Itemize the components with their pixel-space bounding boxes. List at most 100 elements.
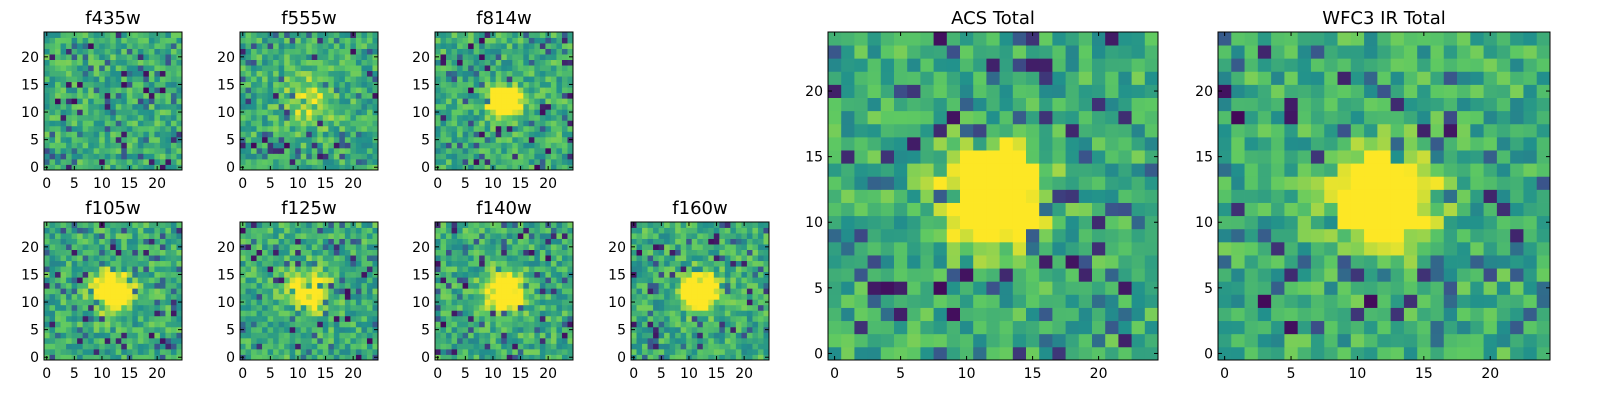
heatmap-cell <box>545 148 551 154</box>
heatmap-cell <box>973 229 987 243</box>
heatmap-cell <box>920 176 934 190</box>
heatmap-cell <box>463 327 469 333</box>
heatmap-cell <box>110 343 116 349</box>
heatmap-cell <box>457 76 463 82</box>
heatmap-cell <box>435 255 441 261</box>
heatmap-cell <box>551 104 557 110</box>
heatmap-cell <box>251 250 257 256</box>
heatmap-cell <box>350 120 356 126</box>
heatmap-cell <box>356 277 362 283</box>
heatmap-cell <box>501 98 507 104</box>
heatmap-cell <box>121 261 127 267</box>
heatmap-cell <box>251 87 257 93</box>
heatmap-cell <box>642 233 648 239</box>
heatmap-cell <box>279 305 285 311</box>
heatmap-cell <box>457 266 463 272</box>
heatmap-cell <box>441 266 447 272</box>
heatmap-cell <box>251 71 257 77</box>
heatmap-cell <box>681 305 687 311</box>
heatmap-cell <box>50 272 56 278</box>
heatmap-cell <box>127 305 133 311</box>
heatmap-cell <box>279 115 285 121</box>
heatmap-cell <box>127 159 133 165</box>
heatmap-cell <box>562 228 568 234</box>
heatmap-cell <box>83 272 89 278</box>
heatmap-cell <box>664 239 670 245</box>
heatmap-cell <box>551 255 557 261</box>
heatmap-cell <box>523 82 529 88</box>
heatmap-cell <box>279 82 285 88</box>
heatmap-cell <box>463 299 469 305</box>
heatmap-cell <box>240 126 246 132</box>
heatmap-cell <box>496 233 502 239</box>
y-tick-label: 15 <box>412 77 430 93</box>
heatmap-cell <box>631 266 637 272</box>
heatmap-cell <box>105 49 111 55</box>
heatmap-cell <box>83 294 89 300</box>
heatmap-cell <box>154 159 160 165</box>
heatmap-cell <box>562 43 568 49</box>
heatmap-cell <box>160 131 166 137</box>
heatmap-cell <box>345 153 351 159</box>
heatmap-cell <box>501 244 507 250</box>
heatmap-cell <box>105 54 111 60</box>
heatmap-cell <box>512 228 518 234</box>
heatmap-cell <box>523 38 529 44</box>
heatmap-cell <box>562 87 568 93</box>
heatmap-cell <box>328 310 334 316</box>
heatmap-cell <box>149 60 155 66</box>
heatmap-cell <box>262 349 268 355</box>
heatmap-cell <box>116 93 122 99</box>
heatmap-cell <box>1105 294 1119 308</box>
heatmap-cell <box>350 244 356 250</box>
heatmap-cell <box>474 299 480 305</box>
heatmap-cell <box>540 38 546 44</box>
heatmap-cell <box>435 277 441 283</box>
heatmap-cell <box>496 222 502 228</box>
heatmap-cell <box>441 299 447 305</box>
heatmap-cell <box>556 321 562 327</box>
heatmap-cell <box>312 294 318 300</box>
heatmap-cell <box>675 310 681 316</box>
heatmap-cell <box>328 294 334 300</box>
heatmap-cell <box>44 126 50 132</box>
heatmap-cell <box>1079 203 1093 217</box>
heatmap-cell <box>127 283 133 289</box>
heatmap-cell <box>507 299 513 305</box>
heatmap-cell <box>496 137 502 143</box>
heatmap-cell <box>66 272 72 278</box>
heatmap-cell <box>105 299 111 305</box>
heatmap-cell <box>686 294 692 300</box>
heatmap-cell <box>154 349 160 355</box>
heatmap-cell <box>446 82 452 88</box>
heatmap-cell <box>94 343 100 349</box>
heatmap-cell <box>306 131 312 137</box>
heatmap-cell <box>692 222 698 228</box>
heatmap-cell <box>841 216 855 230</box>
heatmap-cell <box>88 244 94 250</box>
heatmap-cell <box>88 148 94 154</box>
heatmap-cell <box>165 76 171 82</box>
heatmap-cell <box>973 347 987 361</box>
heatmap-cell <box>479 222 485 228</box>
heatmap-cell <box>1105 176 1119 190</box>
heatmap-cell <box>143 142 149 148</box>
heatmap-cell <box>529 38 535 44</box>
heatmap-cell <box>828 294 842 308</box>
heatmap-cell <box>110 38 116 44</box>
heatmap-cell <box>295 266 301 272</box>
heatmap-cell <box>681 239 687 245</box>
heatmap-cell <box>468 115 474 121</box>
heatmap-cell <box>273 153 279 159</box>
heatmap-cell <box>670 294 676 300</box>
heatmap-cell <box>725 250 731 256</box>
heatmap-cell <box>556 93 562 99</box>
heatmap-cell <box>77 288 83 294</box>
heatmap-cell <box>105 316 111 322</box>
heatmap-cell <box>339 332 345 338</box>
heatmap-cell <box>446 54 452 60</box>
heatmap-cell <box>268 137 274 143</box>
heatmap-cell <box>61 82 67 88</box>
heatmap-cell <box>474 54 480 60</box>
